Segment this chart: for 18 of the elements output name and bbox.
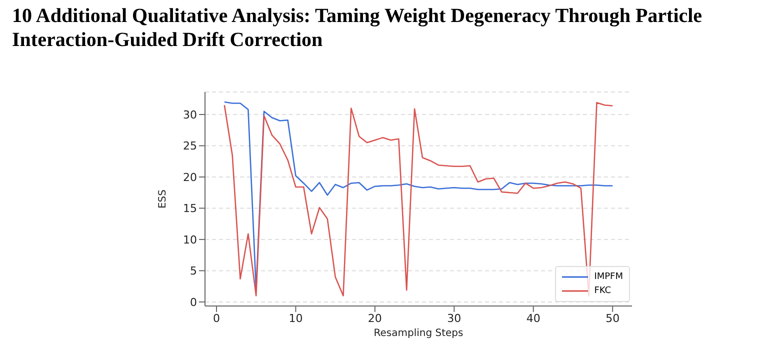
- y-tick-label: 30: [183, 108, 197, 122]
- x-tick-label: 10: [288, 312, 303, 325]
- x-tick-label: 0: [212, 312, 220, 325]
- y-tick-label: 5: [190, 264, 197, 278]
- chart-title: 10 Additional Qualitative Analysis: Taming Weight Degeneracy Through Particle Interaction-Guided Drift Correction: [12, 4, 704, 52]
- x-tick-label: 30: [447, 312, 462, 325]
- legend-label: IMPFM: [594, 271, 623, 284]
- y-tick-label: 20: [183, 170, 197, 184]
- y-tick-label: 10: [183, 233, 197, 246]
- y-axis-title: ESS: [158, 189, 169, 209]
- y-tick-label: 25: [183, 140, 197, 153]
- y-tick-label: 15: [183, 202, 197, 216]
- y-tick-label: 0: [190, 296, 197, 309]
- x-axis-title: Resampling Steps: [374, 328, 464, 339]
- x-tick-label: 20: [368, 312, 382, 325]
- x-tick-label: 50: [606, 312, 620, 325]
- x-tick-label: 40: [526, 312, 540, 325]
- legend-label: FKC: [594, 285, 612, 298]
